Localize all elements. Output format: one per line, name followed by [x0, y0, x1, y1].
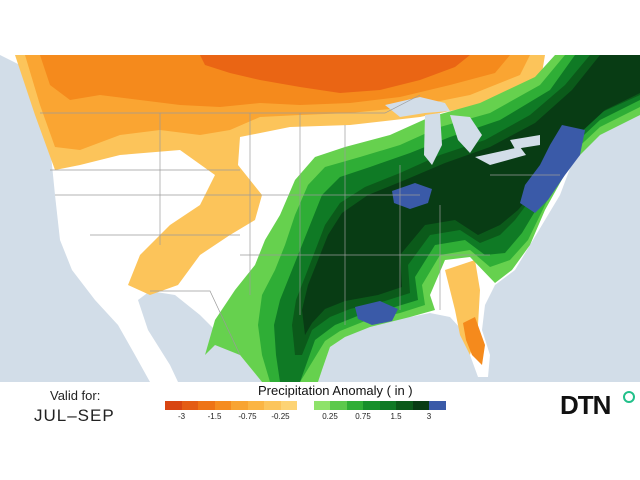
legend-title: Precipitation Anomaly ( in ): [258, 383, 413, 398]
legend-swatch: [379, 401, 396, 410]
legend-tick-label: 0.25: [322, 412, 338, 421]
legend-tick-label: -0.75: [238, 412, 257, 421]
wet-extreme-zone: [302, 55, 640, 335]
boundary-lines: [40, 94, 560, 356]
legend-tick-label: -0.25: [271, 412, 290, 421]
great-lakes: [385, 97, 540, 165]
wet-max-gulf: [355, 301, 398, 325]
precipitation-anomaly-map: [0, 55, 640, 382]
legend-swatch: [330, 401, 347, 410]
legend-swatch: [231, 401, 248, 410]
legend-swatch: [165, 401, 182, 410]
legend-tick-label: 1.5: [390, 412, 402, 421]
dtn-logo-ring-icon: [623, 391, 635, 403]
valid-for-label: Valid for:: [50, 388, 101, 403]
legend-swatch: [198, 401, 215, 410]
legend-swatch: [429, 401, 446, 410]
legend-swatch: [313, 401, 330, 410]
map-footer: Valid for: JUL–SEP Precipitation Anomaly…: [0, 382, 640, 442]
map-canvas: [0, 55, 640, 382]
legend-swatch: [280, 401, 297, 410]
dry-florida-zone: [463, 317, 485, 365]
legend-tick-label: -1.5: [207, 412, 222, 421]
legend-tick-label: -3: [177, 412, 186, 421]
legend-swatch: [214, 401, 231, 410]
legend-swatch: [346, 401, 363, 410]
legend-swatch: [396, 401, 413, 410]
dry-extreme-zone: [200, 55, 470, 93]
legend-swatch: [181, 401, 198, 410]
legend-swatch: [412, 401, 429, 410]
wet-max-midwest: [392, 183, 432, 209]
legend-tick-label: 0.75: [355, 412, 371, 421]
legend-swatch: [247, 401, 264, 410]
dtn-logo: DTN: [560, 390, 611, 420]
valid-period: JUL–SEP: [34, 406, 115, 425]
legend-tick-label: 3: [426, 412, 432, 421]
legend-gap: [297, 401, 314, 410]
wet-max-northeast: [520, 125, 585, 213]
legend-swatch: [264, 401, 281, 410]
legend-color-bar: [165, 401, 446, 410]
legend-swatch: [363, 401, 380, 410]
